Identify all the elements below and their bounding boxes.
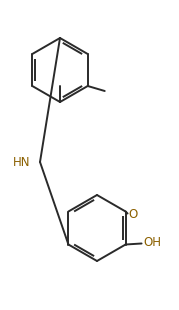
- Text: OH: OH: [144, 236, 162, 249]
- Text: O: O: [129, 208, 138, 221]
- Text: HN: HN: [13, 157, 30, 170]
